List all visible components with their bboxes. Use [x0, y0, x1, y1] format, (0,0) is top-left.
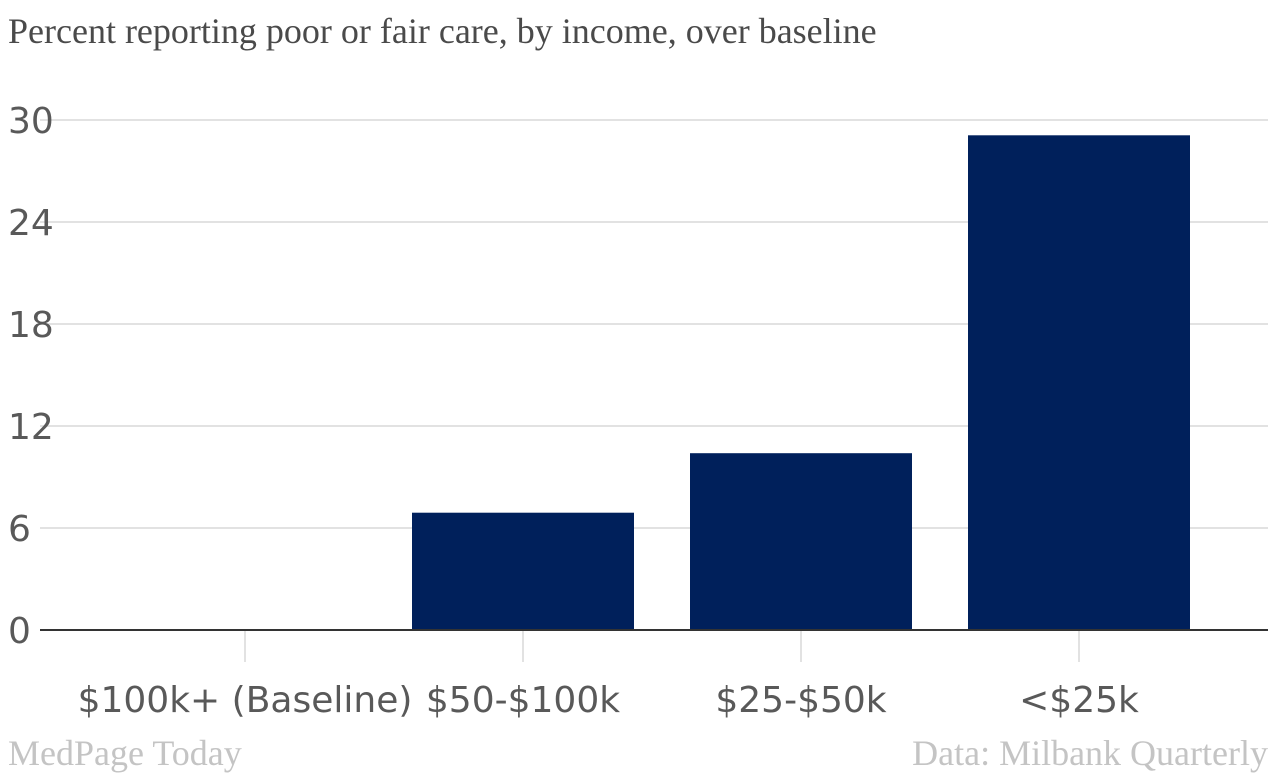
x-axis [40, 629, 1268, 662]
data-source-credit: Data: Milbank Quarterly [912, 733, 1268, 773]
tick-labels: 0 6 12 18 24 30 $100k+ (Baseline) $50-$100k $25-… [8, 101, 1139, 721]
bars [412, 135, 1190, 631]
x-tick-label: <$25k [1019, 680, 1139, 721]
x-tick-label: $50-$100k [426, 680, 620, 721]
bar-1 [412, 512, 634, 630]
y-tick-label: 12 [8, 407, 54, 448]
bar-2 [690, 453, 912, 630]
y-tick-label: 6 [8, 509, 31, 550]
y-tick-label: 24 [8, 203, 54, 244]
y-tick-label: 18 [8, 305, 54, 346]
x-tick-label: $25-$50k [715, 680, 886, 721]
publisher-credit: MedPage Today [8, 733, 242, 773]
y-tick-label: 0 [8, 611, 31, 652]
bar-3 [968, 135, 1190, 631]
x-tick-label: $100k+ (Baseline) [78, 680, 413, 721]
y-tick-label: 30 [8, 101, 54, 142]
chart-title: Percent reporting poor or fair care, by … [8, 11, 877, 51]
